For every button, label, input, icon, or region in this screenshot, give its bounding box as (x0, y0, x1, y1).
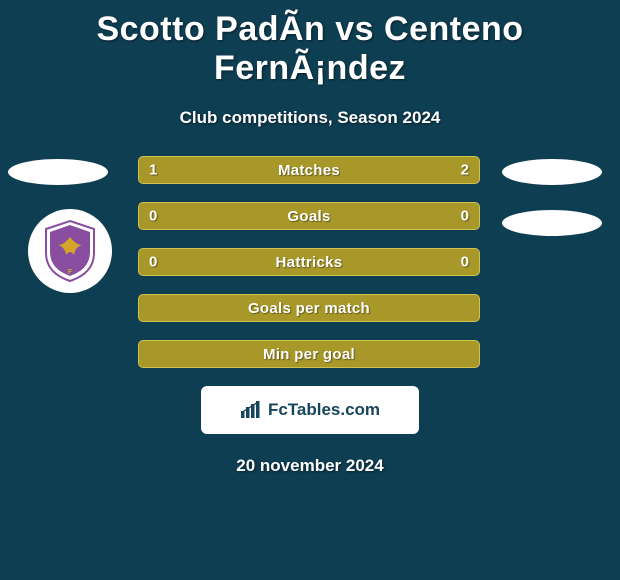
stat-row: 0 Hattricks 0 (138, 248, 480, 276)
stat-label: Goals (287, 208, 330, 225)
page-title: Scotto PadÃn vs Centeno FernÃ¡ndez (0, 0, 620, 88)
left-club-crest: A C F (28, 209, 112, 293)
bar-chart-icon (240, 401, 262, 419)
stat-bars: 1 Matches 2 0 Goals 0 0 Hattricks 0 Goals per mat… (138, 156, 480, 368)
stat-label: Hattricks (276, 254, 343, 271)
stat-left-value: 0 (149, 208, 157, 225)
stat-right-value: 2 (461, 162, 469, 179)
stat-right-value: 0 (461, 208, 469, 225)
stat-label: Goals per match (248, 300, 370, 317)
stat-label: Min per goal (263, 346, 355, 363)
stat-row: 1 Matches 2 (138, 156, 480, 184)
footer-date: 20 november 2024 (0, 456, 620, 476)
fctables-logo[interactable]: FcTables.com (201, 386, 419, 434)
comparison-panel: A C F 1 Matches 2 0 Goals 0 0 Hattricks 0 Goals p… (0, 156, 620, 368)
right-team-badge-placeholder-1 (502, 159, 602, 185)
stat-label: Matches (278, 162, 340, 179)
stat-left-value: 0 (149, 254, 157, 271)
stat-row: Goals per match (138, 294, 480, 322)
svg-text:A C: A C (65, 229, 76, 235)
fctables-logo-text: FcTables.com (268, 400, 380, 420)
left-team-badge-placeholder (8, 159, 108, 185)
crest-shield-icon: A C F (44, 219, 96, 283)
stat-row: 0 Goals 0 (138, 202, 480, 230)
right-team-badge-placeholder-2 (502, 210, 602, 236)
stat-row: Min per goal (138, 340, 480, 368)
stat-left-value: 1 (149, 162, 157, 179)
page-subtitle: Club competitions, Season 2024 (0, 108, 620, 128)
stat-right-value: 0 (461, 254, 469, 271)
svg-text:F: F (68, 269, 73, 276)
